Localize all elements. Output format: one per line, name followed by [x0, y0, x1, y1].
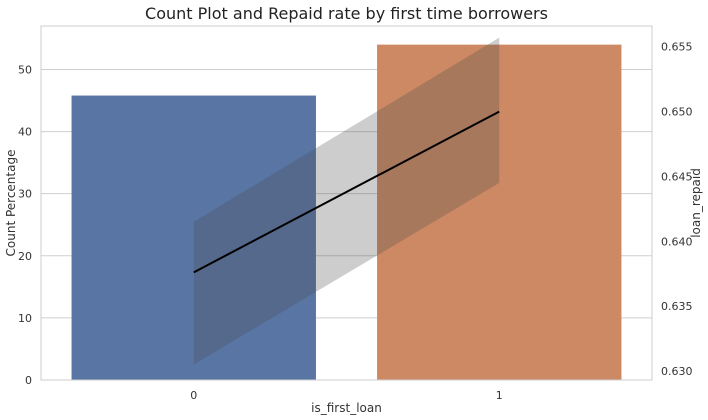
- y-left-tick-label: 0: [25, 374, 32, 387]
- y-axis-left-label: Count Percentage: [4, 150, 18, 257]
- bar-0: [71, 95, 316, 380]
- y-right-tick-label: 0.645: [661, 170, 693, 183]
- bar-1: [377, 44, 622, 380]
- y-left-tick-label: 20: [18, 250, 32, 263]
- y-axis-left-ticks: 0 10 20 30 40 50: [18, 63, 32, 387]
- plot-frame: [40, 25, 653, 381]
- y-right-tick-label: 0.630: [661, 365, 693, 378]
- chart-title: Count Plot and Repaid rate by first time…: [145, 4, 548, 23]
- y-right-tick-label: 0.655: [661, 41, 693, 54]
- repaid-line: [193, 110, 500, 274]
- y-right-tick-label: 0.640: [661, 235, 693, 248]
- y-axis-right-ticks: 0.630 0.635 0.640 0.645 0.650 0.655: [661, 41, 693, 378]
- ci-band: [193, 37, 500, 365]
- y-left-tick-label: 40: [18, 126, 32, 139]
- bars: [71, 44, 622, 380]
- y-right-tick-label: 0.635: [661, 300, 693, 313]
- y-axis-right-label: loan_repaid: [689, 168, 703, 238]
- x-axis-label: is_first_loan: [311, 401, 382, 415]
- y-left-tick-label: 30: [18, 188, 32, 201]
- x-tick-label: 0: [190, 389, 197, 402]
- repaid-line-path: [193, 110, 500, 274]
- y-left-tick-label: 50: [18, 63, 32, 76]
- y-right-tick-label: 0.650: [661, 106, 693, 119]
- confidence-band: [193, 37, 500, 365]
- x-tick-label: 1: [496, 389, 503, 402]
- y-left-tick-label: 10: [18, 312, 32, 325]
- axes-frame: [40, 25, 653, 381]
